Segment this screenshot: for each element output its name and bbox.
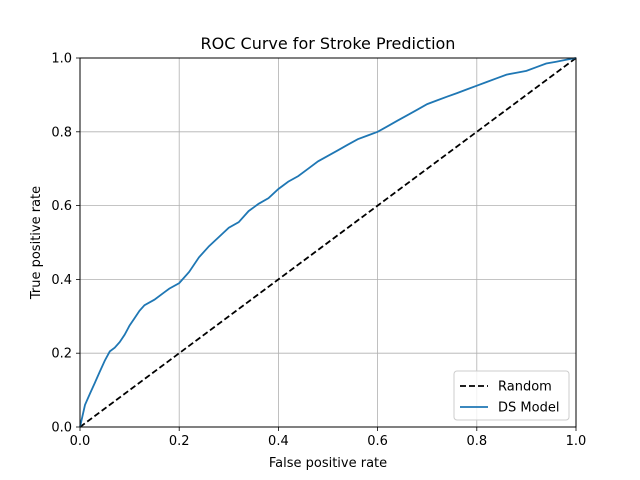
legend: Random DS Model (453, 370, 570, 421)
legend-label-random: Random (498, 380, 552, 395)
ds-model-line (79, 57, 577, 428)
legend-label-ds-model: DS Model (498, 401, 559, 416)
y-tick-label: 0.2 (51, 347, 72, 362)
y-axis-label: True positive rate (29, 186, 44, 300)
y-tick-label: 0.6 (51, 199, 72, 214)
y-tick-label: 0.4 (51, 273, 72, 288)
x-tick-label: 0.2 (169, 434, 190, 449)
grid-lines (80, 58, 576, 427)
x-tick-label: 0.0 (70, 434, 91, 449)
x-axis-label: False positive rate (269, 456, 387, 471)
plot-frame (79, 57, 577, 428)
x-tick-label: 0.4 (268, 434, 289, 449)
y-tick-label: 0.8 (51, 125, 72, 140)
y-tick-label: 1.0 (51, 52, 72, 67)
axis-ticks: 0.0 0.2 0.4 0.6 0.8 1.0 0.0 0.2 0.4 0.6 0.8 1.0 (51, 52, 586, 450)
x-tick-label: 0.8 (466, 434, 487, 449)
x-tick-label: 1.0 (566, 434, 587, 449)
random-line (79, 57, 577, 428)
chart-title: ROC Curve for Stroke Prediction (201, 34, 456, 53)
x-tick-label: 0.6 (367, 434, 388, 449)
y-tick-label: 0.0 (51, 421, 72, 436)
